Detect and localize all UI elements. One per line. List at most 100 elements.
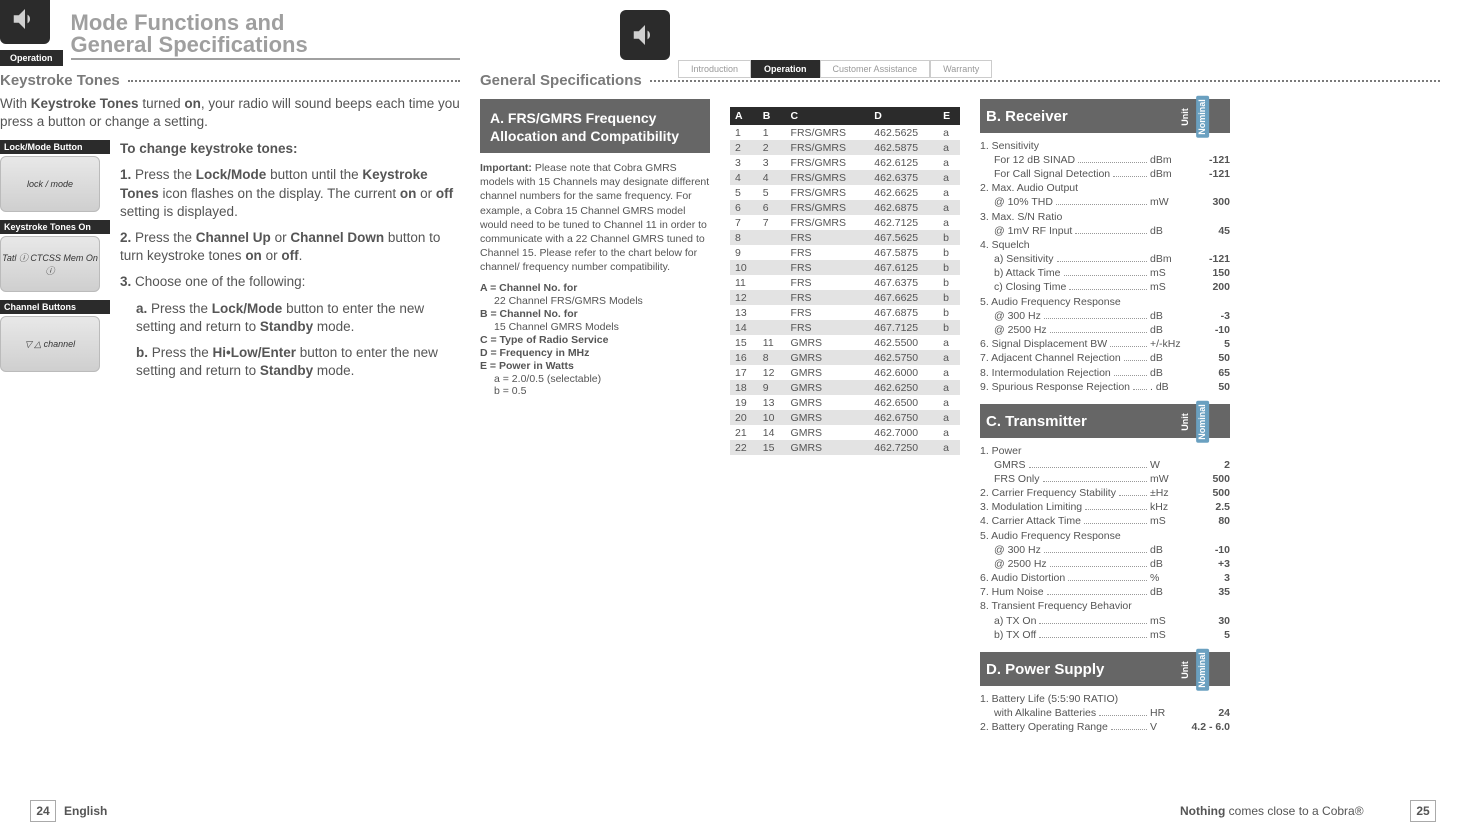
table-cell: 10 [730,260,758,275]
panel-c-title: C. Transmitter [986,413,1087,432]
steps-heading: To change keystroke tones: [120,140,460,158]
page-number-right: 25 [1410,800,1436,822]
nav-tab-warranty[interactable]: Warranty [930,60,992,78]
table-cell: 462.5500 [869,335,938,350]
nav-tab-customer-assistance[interactable]: Customer Assistance [820,60,931,78]
important-note: Important: Please note that Cobra GMRS m… [480,161,710,274]
table-cell: 467.5625 [869,230,938,245]
table-cell: 5 [730,185,758,200]
spec-row: @ 300 HzdB-10 [980,543,1230,557]
spec-value: 2.5 [1186,500,1230,514]
legend-sub: a = 2.0/0.5 (selectable)b = 0.5 [480,373,710,397]
spec-value: -121 [1186,252,1230,266]
table-cell: 467.7125 [869,320,938,335]
table-cell: a [938,185,960,200]
table-row: 77FRS/GMRS462.7125a [730,215,960,230]
table-cell: GMRS [786,425,870,440]
table-cell: 15 [730,335,758,350]
spec-unit: mS [1150,614,1186,628]
unit-label: Unit [1180,109,1191,127]
nav-tab-introduction[interactable]: Introduction [678,60,751,78]
substep-item: a. Press the Lock/Mode button to enter t… [136,300,460,336]
spec-dots [1050,325,1147,333]
table-cell: GMRS [786,395,870,410]
table-cell: 1 [758,125,786,140]
spec-heading: 1. Power [980,444,1230,458]
spec-unit: dBm [1150,252,1186,266]
spec-value: 35 [1186,585,1230,599]
substep-item: b. Press the Hi•Low/Enter button to ente… [136,344,460,380]
table-cell: a [938,200,960,215]
nominal-label: Nominal [1197,97,1210,139]
operation-tab-left: Operation [0,50,63,66]
spec-heading: 8. Transient Frequency Behavior [980,599,1230,613]
spec-label: For 12 dB SINAD [980,153,1075,167]
spec-label: b) Attack Time [980,266,1061,280]
spec-dots [1133,381,1147,389]
spec-row: 6. Audio Distortion%3 [980,571,1230,585]
spec-dots [1044,310,1147,318]
spec-unit: dB [1150,366,1186,380]
table-row: 10FRS467.6125b [730,260,960,275]
table-cell: 7 [758,215,786,230]
table-cell: 22 [730,440,758,455]
spec-row: @ 300 HzdB-3 [980,309,1230,323]
table-cell: b [938,290,960,305]
table-cell: 467.6125 [869,260,938,275]
panel-b-head: B. Receiver Unit Nominal [980,99,1230,133]
table-cell: a [938,380,960,395]
table-cell: a [938,170,960,185]
legend-item: D = Frequency in MHz [480,347,710,359]
spec-value: 30 [1186,614,1230,628]
spec-dots [1056,197,1147,205]
table-row: 33FRS/GMRS462.6125a [730,155,960,170]
spec-dots [1110,339,1147,347]
spec-row: @ 2500 HzdB-10 [980,323,1230,337]
spec-unit: dB [1150,323,1186,337]
table-cell: 462.6000 [869,365,938,380]
spec-heading: 2. Max. Audio Output [980,181,1230,195]
table-row: 55FRS/GMRS462.6625a [730,185,960,200]
legend-item: E = Power in Watts [480,360,710,372]
table-cell: FRS/GMRS [786,185,870,200]
table-cell: 13 [758,395,786,410]
spec-label: 9. Spurious Response Rejection [980,380,1130,394]
table-row: 12FRS467.6625b [730,290,960,305]
spec-unit: V [1150,720,1186,734]
spec-label: 7. Adjacent Channel Rejection [980,351,1121,365]
table-cell: 9 [758,380,786,395]
spec-unit: mS [1150,514,1186,528]
nav-tab-operation[interactable]: Operation [751,60,820,78]
table-row: 44FRS/GMRS462.6375a [730,170,960,185]
spec-label: 6. Audio Distortion [980,571,1065,585]
spec-value: 4.2 - 6.0 [1186,720,1230,734]
keystroke-intro: With Keystroke Tones turned on, your rad… [0,95,460,130]
table-row: 13FRS467.6875b [730,305,960,320]
spec-row: c) Closing TimemS200 [980,280,1230,294]
table-cell: 3 [758,155,786,170]
table-cell: b [938,320,960,335]
spec-dots [1075,225,1147,233]
table-cell: 20 [730,410,758,425]
spec-label: 4. Carrier Attack Time [980,514,1081,528]
table-cell: 17 [730,365,758,380]
spec-heading: 3. Max. S/N Ratio [980,210,1230,224]
table-cell: b [938,260,960,275]
spec-unit: dB [1150,309,1186,323]
table-cell: 13 [730,305,758,320]
table-cell: FRS/GMRS [786,200,870,215]
spec-value: 5 [1186,628,1230,642]
table-row: 168GMRS462.5750a [730,350,960,365]
table-cell: 462.7250 [869,440,938,455]
spec-row: For 12 dB SINADdBm-121 [980,153,1230,167]
table-cell: a [938,125,960,140]
table-cell: a [938,335,960,350]
table-row: 2010GMRS462.6750a [730,410,960,425]
spec-row: 6. Signal Displacement BW+/-kHz5 [980,337,1230,351]
table-cell: 5 [758,185,786,200]
table-header: E [938,107,960,125]
table-cell: 11 [758,335,786,350]
table-cell: FRS [786,245,870,260]
table-cell: 21 [730,425,758,440]
spec-value: 500 [1186,472,1230,486]
